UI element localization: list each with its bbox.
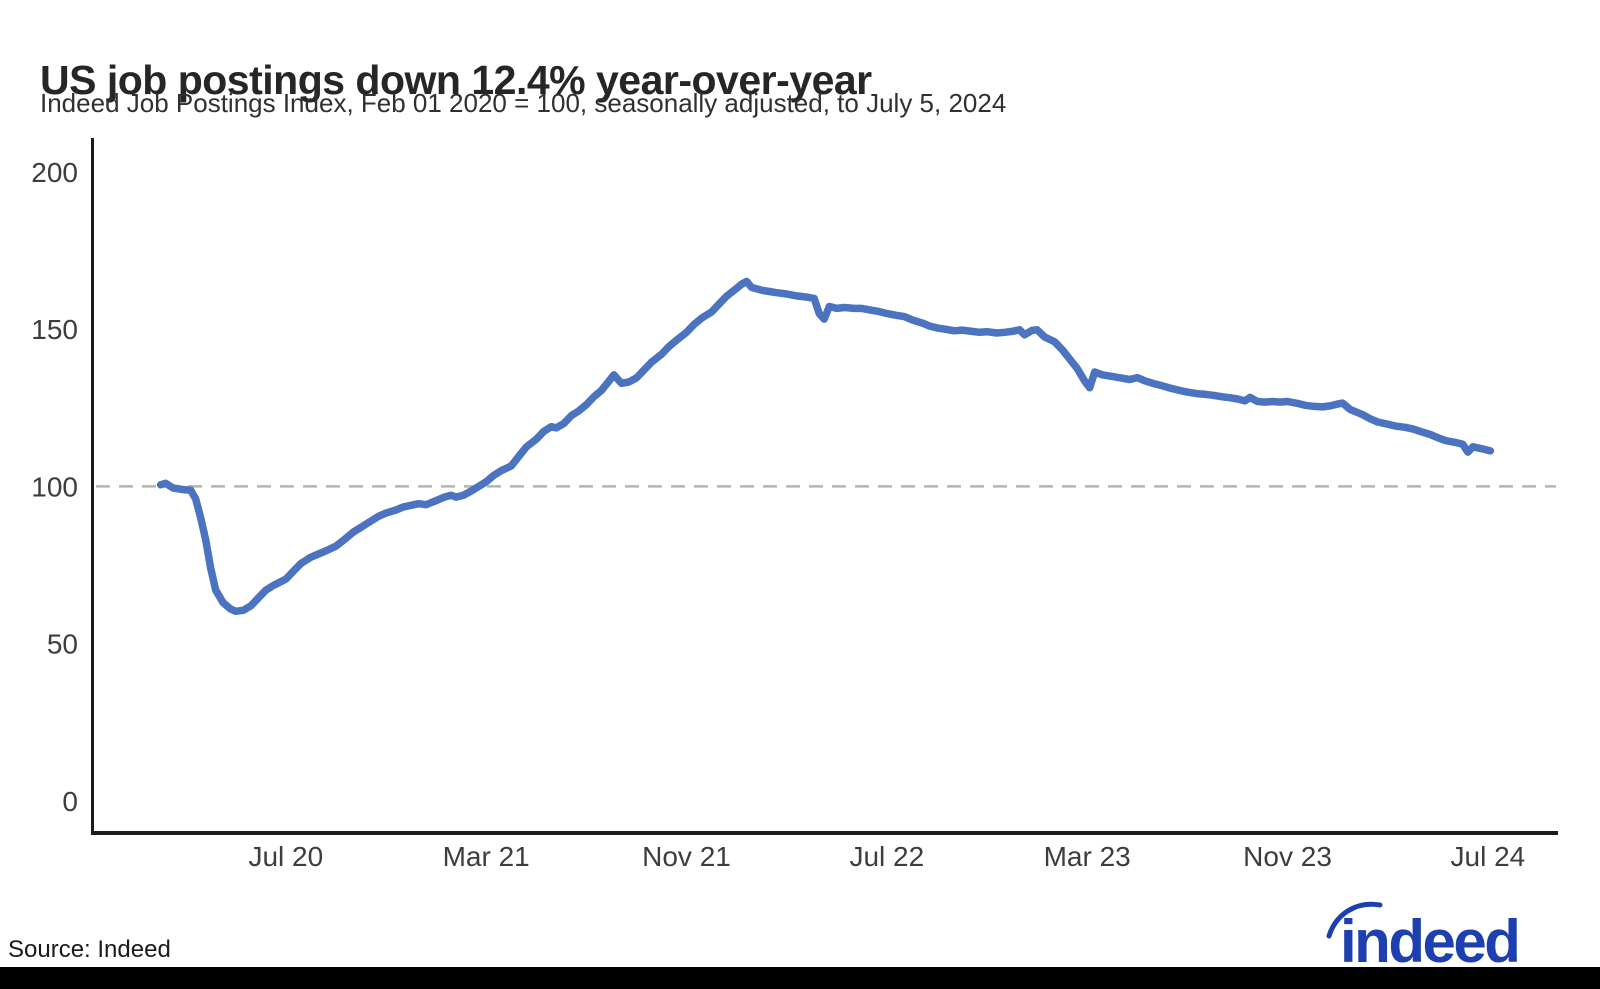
x-tick-label: Nov 21 (642, 841, 731, 872)
job-postings-index-line (156, 277, 1495, 616)
indeed-logo-text: indeed (1340, 908, 1518, 970)
x-tick-label: Mar 23 (1044, 841, 1131, 872)
page-title: US job postings down 12.4% year-over-yea… (40, 57, 872, 104)
y-axis-line (91, 138, 94, 834)
y-tick-label: 200 (31, 157, 78, 188)
axes (91, 138, 1558, 835)
series-path (156, 277, 1495, 616)
x-tick-label: Nov 23 (1243, 841, 1332, 872)
y-tick-label: 150 (31, 314, 78, 345)
source-note: Source: Indeed (8, 936, 171, 963)
indeed-logo: indeed (1326, 901, 1521, 970)
y-tick-label: 100 (31, 471, 78, 502)
indeed-logo-swoosh-icon (1326, 901, 1383, 939)
y-tick-label: 50 (47, 629, 78, 660)
chart-subtitle: Indeed Job Postings Index, Feb 01 2020 =… (40, 88, 1007, 118)
x-tick-label: Jul 24 (1451, 841, 1526, 872)
bottom-black-bar (0, 967, 1600, 989)
x-axis-tick-labels: Jul 20 Mar 21 Nov 21 Jul 22 Mar 23 Nov 23 Jul … (248, 841, 1525, 872)
x-tick-label: Mar 21 (443, 841, 530, 872)
x-tick-label: Jul 20 (248, 841, 323, 872)
y-axis-tick-labels: 0 50 100 150 200 (31, 157, 78, 817)
x-axis-line (91, 831, 1558, 835)
x-tick-label: Jul 22 (849, 841, 924, 872)
y-tick-label: 0 (62, 786, 78, 817)
